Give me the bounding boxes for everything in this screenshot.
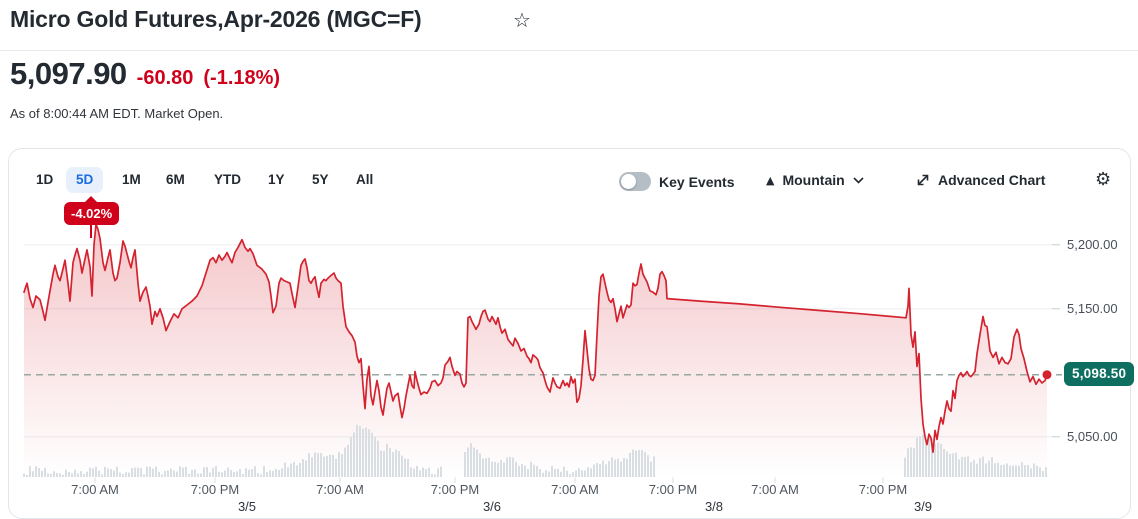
last-price-dot xyxy=(1042,370,1052,380)
tab-6m[interactable]: 6M xyxy=(166,172,185,187)
price-change: -60.80 xyxy=(136,67,194,89)
tab-1y[interactable]: 1Y xyxy=(268,172,285,187)
price-line xyxy=(23,223,1048,454)
chart-type-label: Mountain xyxy=(782,172,845,188)
x-axis-time-label: 7:00 AM xyxy=(71,482,119,497)
favorite-star-icon[interactable]: ☆ xyxy=(513,8,531,32)
tab-1m[interactable]: 1M xyxy=(122,172,141,187)
key-events-label: Key Events xyxy=(659,173,735,190)
tab-all[interactable]: All xyxy=(356,172,374,187)
expand-diagonal-icon xyxy=(917,174,929,186)
as-of-note: As of 8:00:44 AM EDT. Market Open. xyxy=(10,106,224,121)
x-axis-date-label: 3/5 xyxy=(237,499,257,514)
x-axis-date-label: 3/6 xyxy=(482,499,502,514)
toggle-knob xyxy=(621,174,636,189)
chart-type-dropdown[interactable]: ▲ Mountain xyxy=(766,172,864,188)
y-axis-label: 5,050.00 xyxy=(1067,428,1118,444)
key-events-toggle[interactable] xyxy=(619,172,651,191)
x-axis-date-label: 3/8 xyxy=(704,499,724,514)
y-axis-label: 5,150.00 xyxy=(1067,300,1118,316)
page-title: Micro Gold Futures,Apr-2026 (MGC=F) xyxy=(10,6,422,32)
header-divider xyxy=(0,50,1138,51)
mountain-icon: ▲ xyxy=(766,173,775,187)
volume-bars xyxy=(23,424,1047,477)
last-price: 5,097.90 xyxy=(10,56,127,91)
x-axis-time-label: 7:00 PM xyxy=(430,482,480,497)
y-axis-label: 5,200.00 xyxy=(1067,236,1118,252)
price-area xyxy=(24,224,1047,477)
advanced-chart-label: Advanced Chart xyxy=(938,172,1046,188)
advanced-chart-button[interactable]: Advanced Chart xyxy=(916,172,1045,188)
tab-ytd[interactable]: YTD xyxy=(214,172,241,187)
x-axis-time-label: 7:00 PM xyxy=(190,482,240,497)
settings-gear-icon[interactable]: ⚙ xyxy=(1095,169,1112,190)
key-events-control: Key Events xyxy=(619,172,734,191)
x-axis-time-label: 7:00 AM xyxy=(751,482,799,497)
tab-5d[interactable]: 5D xyxy=(66,167,104,193)
period-change-badge: -4.02% xyxy=(64,196,120,238)
tab-5y[interactable]: 5Y xyxy=(312,172,329,187)
percent-change: (-1.18%) xyxy=(203,67,281,89)
x-axis-time-label: 7:00 PM xyxy=(858,482,908,497)
x-axis-time-label: 7:00 AM xyxy=(551,482,599,497)
x-axis-date-label: 3/9 xyxy=(913,499,933,514)
current-price-badge: 5,098.50 xyxy=(1064,362,1135,386)
tab-1d[interactable]: 1D xyxy=(36,172,54,187)
x-axis-time-label: 7:00 PM xyxy=(648,482,698,497)
quote-summary: 5,097.90 -60.80 (-1.18%) xyxy=(10,56,280,92)
chevron-down-icon xyxy=(853,176,864,184)
x-axis-time-label: 7:00 AM xyxy=(316,482,364,497)
